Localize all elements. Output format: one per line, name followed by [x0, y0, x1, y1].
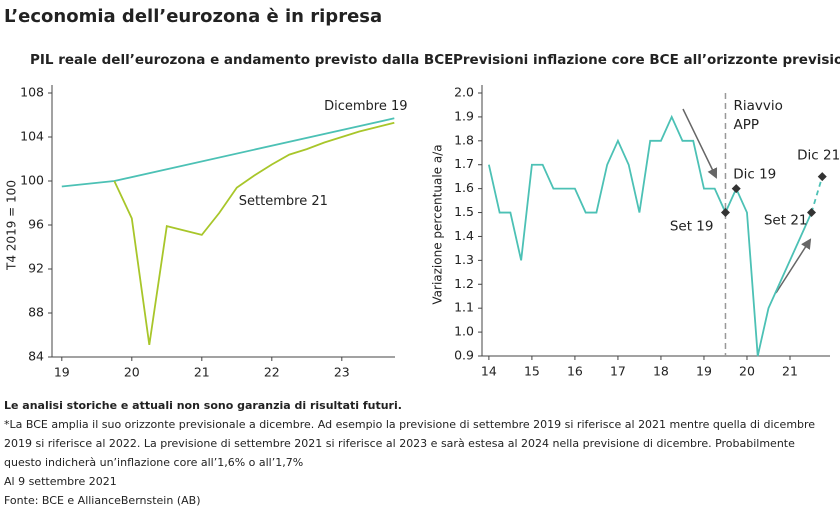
x-tick-label: 22: [264, 365, 280, 380]
x-tick-label: 16: [567, 364, 583, 379]
x-tick-label: 18: [653, 364, 669, 379]
y-tick-label: 2.0: [454, 85, 474, 100]
chart-title: Previsioni inflazione core BCE all’orizz…: [453, 52, 840, 68]
y-tick-label: 1.1: [454, 300, 474, 315]
x-tick-label: 20: [124, 365, 140, 380]
series-line: [488, 114, 813, 357]
x-tick-label: 17: [610, 364, 626, 379]
x-tick-label: 14: [481, 364, 497, 379]
x-tick-label: 23: [334, 365, 350, 380]
y-tick-label: 0.9: [454, 348, 474, 363]
y-tick-label: 108: [20, 85, 44, 100]
series-label: Dicembre 19: [324, 99, 407, 114]
y-tick-label: 1.5: [454, 204, 474, 219]
series-label: Settembre 21: [239, 194, 328, 209]
point-marker: [720, 208, 730, 218]
x-tick-label: 15: [524, 364, 540, 379]
y-tick-label: 1.3: [454, 252, 474, 267]
date-note: Al 9 settembre 2021: [4, 475, 117, 488]
y-tick-label: 1.6: [454, 180, 474, 195]
chart-title: PIL reale dell’eurozona e andamento prev…: [30, 52, 453, 68]
disclaimer: Le analisi storiche e attuali non sono g…: [4, 399, 402, 412]
y-tick-label: 100: [20, 173, 44, 188]
x-tick-label: 19: [696, 364, 712, 379]
y-tick-label: 96: [28, 217, 44, 232]
x-tick-label: 20: [739, 364, 755, 379]
chart: L’economia dell’eurozona è in ripresa PI…: [4, 6, 840, 380]
point-marker: [731, 184, 741, 194]
y-tick-label: 1.4: [454, 228, 474, 243]
y-tick-label: 1.8: [454, 132, 474, 147]
x-tick-label: 19: [54, 365, 70, 380]
y-tick-label: 1.9: [454, 108, 474, 123]
reference-label: Riavvio: [733, 98, 782, 114]
point-marker: [807, 208, 817, 218]
y-tick-label: 88: [28, 305, 44, 320]
y-tick-label: 104: [20, 129, 44, 144]
arrow: [775, 238, 812, 294]
series-line: [61, 117, 395, 188]
point-label: Dic 21?: [797, 148, 840, 164]
main-title: L’economia dell’eurozona è in ripresa: [4, 6, 382, 27]
point-marker: [817, 172, 827, 182]
y-axis-label: T4 2019 = 100: [5, 180, 19, 271]
series-line: [810, 176, 824, 213]
reference-label: APP: [733, 117, 759, 133]
y-tick-label: 1.0: [454, 324, 474, 339]
point-label: Dic 19: [733, 167, 776, 183]
y-tick-label: 92: [28, 261, 44, 276]
x-tick-label: 21: [782, 364, 798, 379]
y-axis-label: Variazione percentuale a/a: [431, 144, 445, 304]
footnote: *La BCE amplia il suo orizzonte previsio…: [4, 418, 816, 469]
y-tick-label: 84: [28, 349, 44, 364]
y-tick-label: 1.2: [454, 276, 474, 291]
x-tick-label: 21: [194, 365, 210, 380]
arrow: [682, 108, 718, 179]
source: Fonte: BCE e AllianceBernstein (AB): [4, 494, 201, 507]
series-line: [113, 121, 395, 346]
point-label: Set 19: [670, 219, 714, 235]
notes: Le analisi storiche e attuali non sono g…: [4, 396, 834, 510]
point-label: Set 21: [764, 213, 808, 229]
y-tick-label: 1.7: [454, 156, 474, 171]
